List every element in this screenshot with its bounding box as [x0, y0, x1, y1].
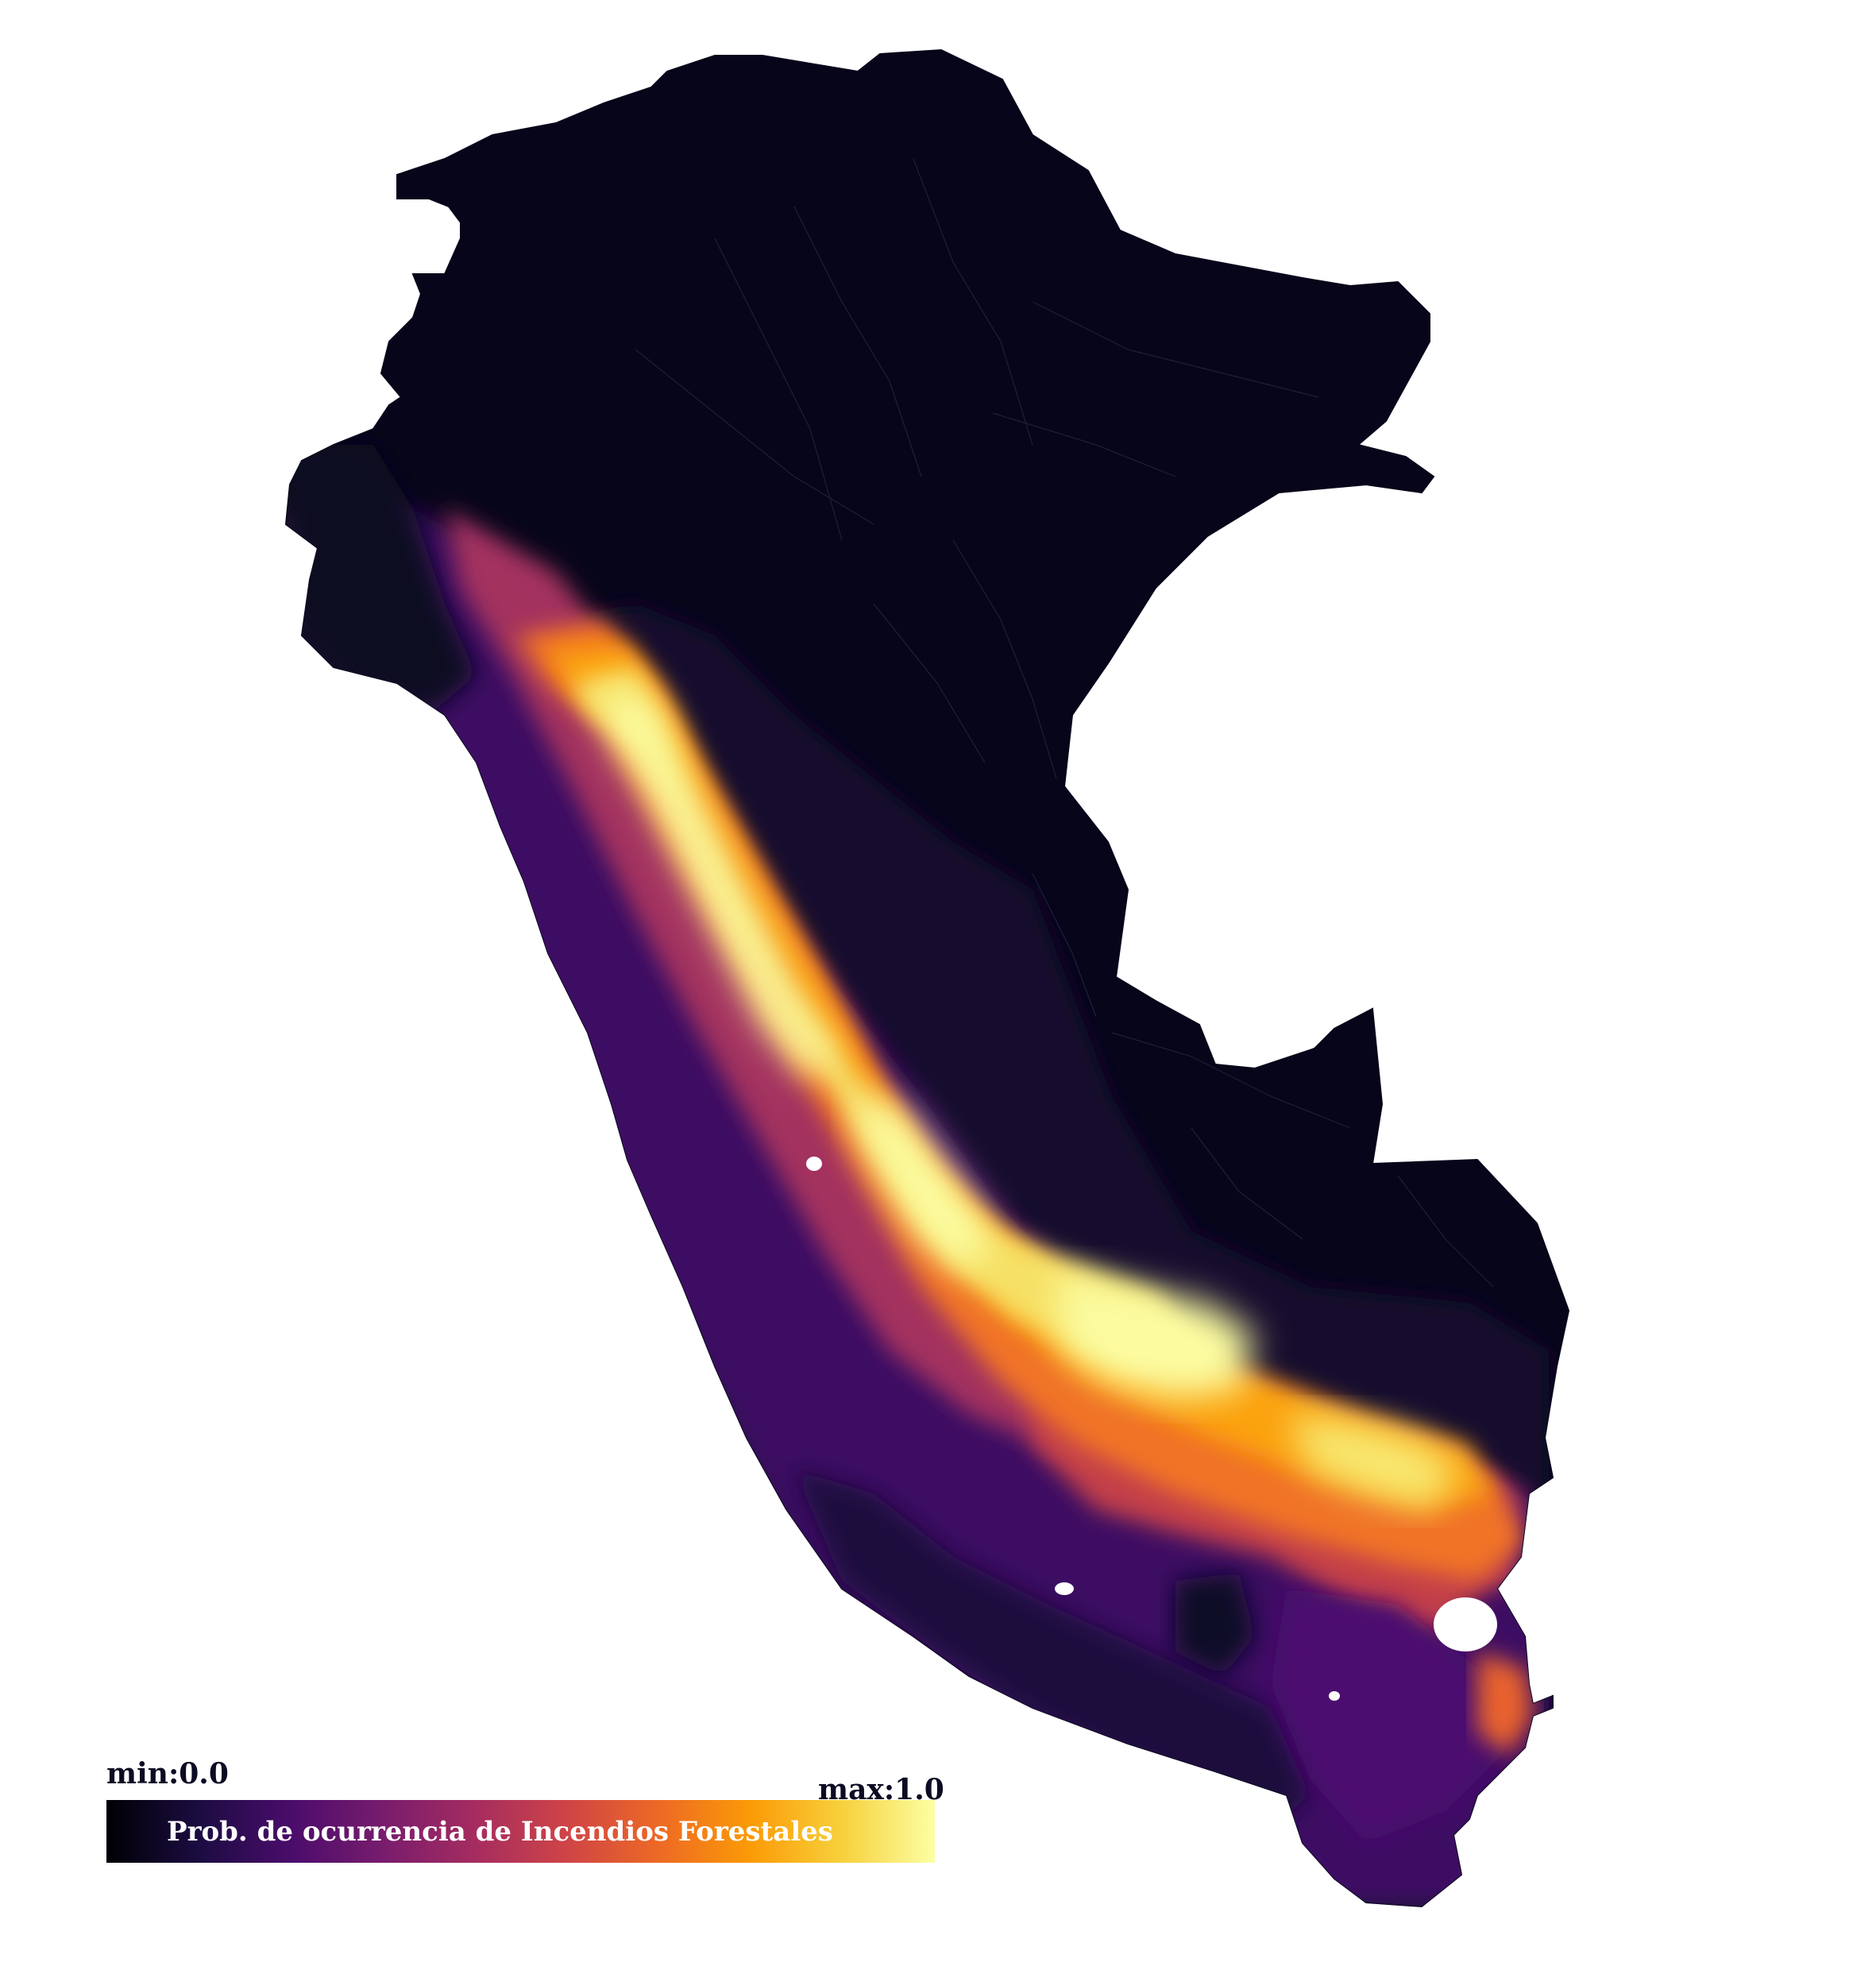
legend-colorbar: Prob. de ocurrencia de Incendios Foresta… — [106, 1800, 935, 1863]
zone-south-inner-dark — [1175, 1573, 1255, 1676]
zone-peak-central — [858, 1088, 993, 1271]
legend-title: Prob. de ocurrencia de Incendios Foresta… — [167, 1815, 833, 1848]
zone-south-orange-edge — [1477, 1652, 1533, 1756]
zone-peak-north — [604, 691, 834, 1080]
zone-peak-southeast — [1287, 1414, 1461, 1509]
zone-south-purple — [1271, 1589, 1509, 1843]
no-data-patch-south — [1055, 1582, 1074, 1595]
zone-northwest-dark — [286, 445, 477, 715]
no-data-patch-southeast — [1329, 1691, 1340, 1701]
district-borders — [635, 158, 1494, 1288]
zone-peak-south — [1056, 1271, 1255, 1398]
legend-min-label: min:0.0 — [106, 1757, 229, 1790]
zone-south-coast-dark — [794, 1470, 1310, 1827]
lake-titicaca — [1434, 1597, 1497, 1651]
no-data-patch-central — [806, 1157, 822, 1171]
